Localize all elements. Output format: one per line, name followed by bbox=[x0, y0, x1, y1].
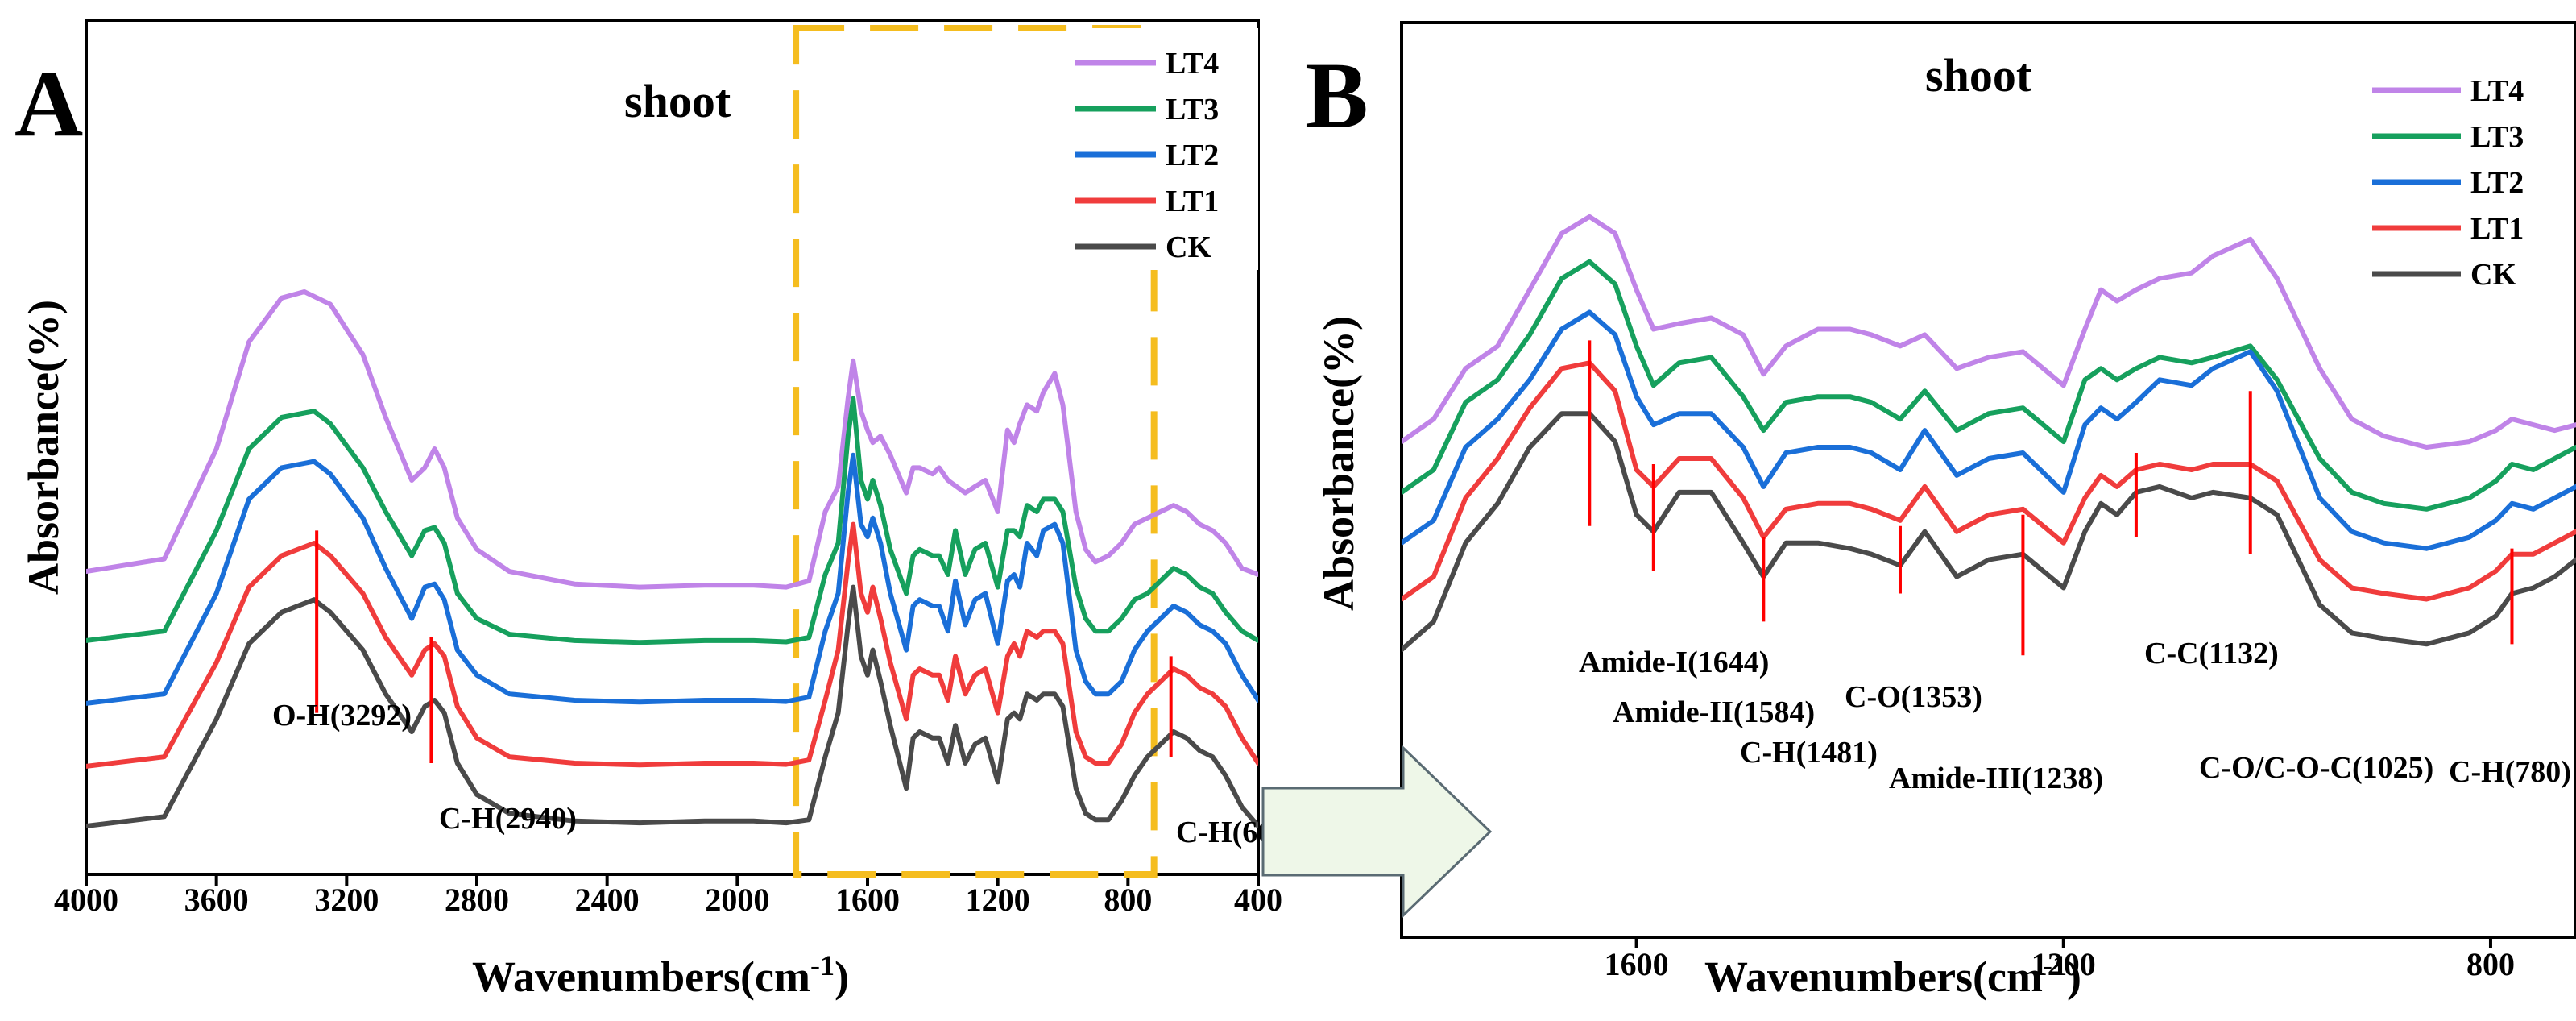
series-line-lt1 bbox=[1402, 360, 2576, 602]
x-tick-label: 2000 bbox=[705, 882, 769, 918]
series-group bbox=[1402, 214, 2576, 653]
panel-a-title: shoot bbox=[624, 75, 731, 127]
x-tick-label: 1600 bbox=[835, 882, 900, 918]
series-line-lt3 bbox=[86, 396, 1258, 645]
legend-label: LT3 bbox=[1166, 93, 1219, 127]
plot-frame bbox=[1400, 21, 2576, 939]
series-line-lt2 bbox=[86, 452, 1258, 706]
x-tick-label: 1200 bbox=[2031, 946, 2096, 982]
panel-a-ylabel: Absorbance(%) bbox=[19, 300, 68, 595]
x-tick-label: 400 bbox=[1234, 882, 1282, 918]
zoom-arrow-icon bbox=[1261, 745, 1493, 919]
plot-frame bbox=[85, 19, 1260, 876]
x-tick-label: 3600 bbox=[184, 882, 249, 918]
panel-letter-b: B bbox=[1305, 43, 1369, 148]
panel-b-ylabel: Absorbance(%) bbox=[1315, 316, 1363, 611]
x-tick-label: 800 bbox=[2466, 946, 2515, 982]
series-group bbox=[86, 289, 1258, 828]
legend-label: LT1 bbox=[2470, 212, 2524, 246]
series-line-lt4 bbox=[86, 289, 1258, 590]
x-tick-label: 1200 bbox=[966, 882, 1030, 918]
panel-b: B shoot Absorbance(%) Wavenumbers(cm-1) … bbox=[1305, 21, 2576, 1001]
legend-background bbox=[1071, 28, 1258, 270]
panel-letter-a: A bbox=[14, 51, 83, 156]
annotation-label: C-H(1481) bbox=[1740, 736, 1878, 770]
annotation-label: Amide-III(1238) bbox=[1889, 762, 2103, 795]
legend: LT4 LT3 LT2 LT1 CK bbox=[1071, 28, 1258, 270]
panel-b-title: shoot bbox=[1925, 49, 2032, 102]
x-tick-label: 4000 bbox=[54, 882, 118, 918]
legend-label: LT2 bbox=[1166, 139, 1219, 172]
x-tick-label: 2800 bbox=[445, 882, 509, 918]
panel-a-plot: 4000 3600 3200 2800 2400 2000 1600 1200 800 400 O-… bbox=[54, 19, 1298, 918]
legend-label: LT4 bbox=[2470, 74, 2524, 108]
legend-label: LT1 bbox=[1166, 185, 1219, 218]
series-line-lt4 bbox=[1402, 214, 2576, 450]
panel-a-xlabel: Wavenumbers(cm-1) bbox=[472, 949, 849, 1001]
panel-a: A shoot Absorbance(%) Wavenumbers(cm-1) … bbox=[14, 19, 1298, 1001]
x-tick-label: 3200 bbox=[314, 882, 379, 918]
x-tick-label: 2400 bbox=[575, 882, 640, 918]
annotation-label: C-O/C-O-C(1025) bbox=[2199, 751, 2433, 785]
annotation-label: C-O(1353) bbox=[1845, 680, 1982, 714]
annotation-label: Amide-II(1584) bbox=[1613, 695, 1815, 729]
legend-label: CK bbox=[1166, 230, 1211, 264]
series-line-lt2 bbox=[1402, 309, 2576, 551]
legend-label: CK bbox=[2470, 258, 2516, 292]
annotation-label: C-H(2940) bbox=[439, 802, 577, 836]
annotation-label: Amide-I(1644) bbox=[1579, 645, 1769, 679]
x-tick-label: 1600 bbox=[1605, 946, 1669, 982]
series-line-lt1 bbox=[86, 521, 1258, 769]
annotation-label: C-C(1132) bbox=[2144, 637, 2279, 670]
annotation-label: C-H(780) bbox=[2449, 755, 2571, 789]
series-line-ck bbox=[86, 584, 1258, 828]
legend-label: LT4 bbox=[1166, 47, 1219, 81]
series-line-ck bbox=[1402, 411, 2576, 653]
series-line-lt3 bbox=[1402, 259, 2576, 512]
zoom-highlight-box bbox=[793, 25, 1158, 878]
panel-b-plot: 1600 1200 800 Amide-I(1644) Amide-II(1584) C-… bbox=[1400, 21, 2576, 982]
x-tick-label: 800 bbox=[1104, 882, 1152, 918]
panel-b-xlabel: Wavenumbers(cm-1) bbox=[1704, 949, 2081, 1001]
annotation-label: O-H(3292) bbox=[272, 699, 412, 733]
legend-label: LT3 bbox=[2470, 120, 2524, 154]
legend: LT4 LT3 LT2 LT1 CK bbox=[2372, 74, 2524, 292]
legend-label: LT2 bbox=[2470, 166, 2524, 200]
